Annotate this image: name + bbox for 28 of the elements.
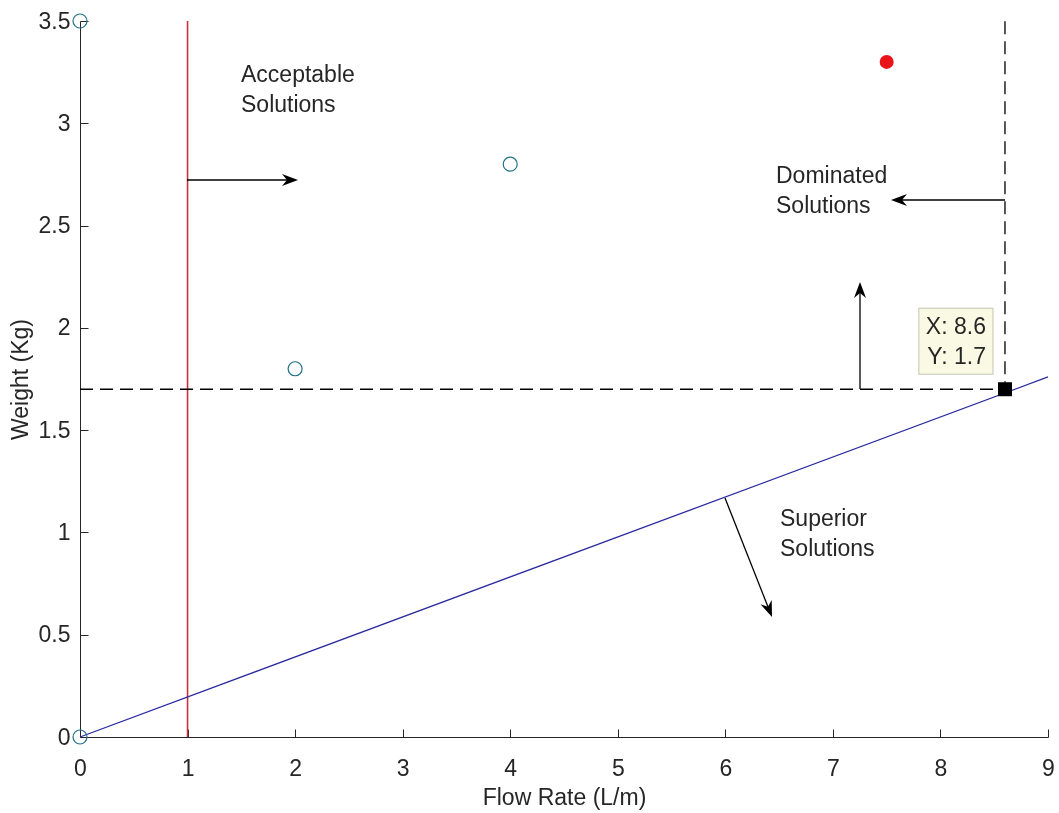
annotation: Acceptable Solutions [241,61,355,117]
x-tick-label: 7 [826,754,840,781]
y-tick-label: 3.5 [38,7,71,34]
x-tick-label: 4 [504,754,518,781]
x-axis-title: Flow Rate (L/m) [482,783,647,810]
y-tick-label: 0 [57,723,71,750]
point [287,361,303,377]
y-tick-label: 2.5 [38,212,71,239]
annotation: Dominated Solutions [776,162,888,218]
point [502,156,518,172]
point [72,729,88,745]
y-axis-title: Weight (Kg) [6,318,33,441]
y-tick-label: 3 [57,109,71,136]
x-tick-label: 2 [289,754,303,781]
y-tick-label: 2 [57,314,71,341]
x-tick-label: 9 [1042,754,1055,781]
y-tick-label: 1.5 [38,416,71,443]
x-tick-label: 5 [611,754,625,781]
y-tick-label: 0.5 [38,621,71,648]
point [997,382,1012,397]
y-tick-label: 1 [57,518,71,545]
x-tick-label: 1 [181,754,195,781]
x-tick-label: 6 [719,754,733,781]
x-tick-label: 8 [934,754,948,781]
x-tick-label: 3 [396,754,410,781]
annotation: Superior Solutions [780,505,875,561]
annotation: X: 8.6 Y: 1.7 [925,313,986,370]
point [879,54,894,69]
